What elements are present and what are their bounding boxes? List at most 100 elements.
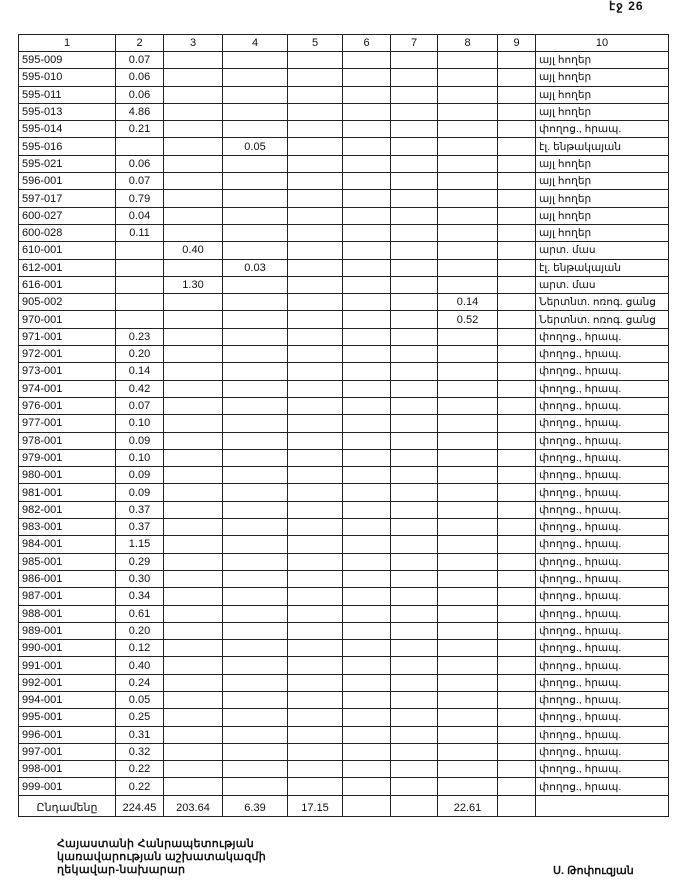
area-value: [222, 379, 288, 398]
area-value: [342, 500, 391, 520]
column-header: 10: [535, 34, 669, 52]
area-value: [163, 206, 223, 225]
table-row: 595-011 0.06 այլ հողեր: [18, 85, 669, 104]
area-value: [222, 189, 288, 208]
area-value: [222, 310, 288, 329]
land-purpose: փողոց., հրապ.: [535, 621, 669, 641]
area-value: [287, 293, 343, 312]
area-value: [287, 137, 343, 156]
land-purpose: փողոց., հրապ.: [535, 120, 669, 139]
parcel-id: 995-001: [18, 708, 116, 727]
parcel-id: 997-001: [18, 742, 116, 762]
area-value: [222, 639, 288, 658]
area-value: [342, 673, 391, 692]
area-value: [390, 604, 438, 623]
area-value: [222, 120, 288, 139]
area-value: [287, 189, 343, 208]
area-value: [342, 448, 391, 468]
area-value: [163, 345, 223, 364]
area-value: [497, 483, 536, 502]
area-value: [222, 500, 288, 520]
area-value: [222, 604, 288, 623]
area-value: [115, 275, 164, 295]
area-value: [287, 379, 343, 398]
parcel-id: 984-001: [18, 535, 116, 554]
area-value: 0.14: [437, 293, 498, 312]
column-header: 2: [115, 34, 164, 52]
land-purpose: այլ հողեր: [535, 102, 669, 122]
parcel-id: 999-001: [18, 777, 116, 796]
area-value: [287, 483, 343, 502]
area-value: [163, 431, 223, 450]
table-row: 610-001 0.40 արտ. մաս: [18, 241, 669, 260]
area-value: 0.09: [115, 483, 164, 502]
area-value: [497, 656, 536, 675]
area-value: [437, 725, 498, 744]
area-value: 0.06: [115, 154, 164, 174]
area-value: [342, 552, 391, 571]
area-value: [222, 206, 288, 225]
area-value: [163, 68, 223, 87]
area-value: [390, 362, 438, 381]
area-value: [437, 379, 498, 398]
area-value: [497, 310, 536, 329]
parcel-id: 988-001: [18, 604, 116, 623]
column-header: 7: [390, 34, 438, 52]
area-value: [437, 258, 498, 277]
area-value: [163, 587, 223, 606]
area-value: [390, 466, 438, 485]
area-value: [163, 518, 223, 537]
parcel-id: 981-001: [18, 483, 116, 502]
area-value: [287, 500, 343, 520]
area-value: 0.04: [115, 206, 164, 225]
parcel-id: 992-001: [18, 673, 116, 692]
area-value: [437, 777, 498, 796]
table-row: 595-009 0.07 այլ հողեր: [18, 50, 669, 70]
area-value: [390, 431, 438, 450]
area-value: 0.22: [115, 760, 164, 779]
area-value: [497, 223, 536, 243]
area-value: [342, 154, 391, 174]
area-value: [287, 258, 343, 277]
area-value: [287, 760, 343, 779]
table-row: 998-001 0.22 փողոց., հրապ.: [18, 760, 669, 779]
parcel-id: 996-001: [18, 725, 116, 744]
area-value: [287, 569, 343, 589]
total-row: Ընդամենը 224.45 203.64 6.39 17.15 22.61: [18, 794, 669, 817]
area-value: [342, 690, 391, 710]
area-value: [437, 448, 498, 468]
land-purpose: փողոց., հրապ.: [535, 483, 669, 502]
column-header: 8: [437, 34, 498, 52]
area-value: [437, 500, 498, 520]
area-value: [497, 639, 536, 658]
area-value: [222, 760, 288, 779]
area-value: 0.03: [222, 258, 288, 277]
area-value: [342, 50, 391, 70]
area-value: [163, 448, 223, 468]
area-value: [497, 604, 536, 623]
table-row: 616-001 1.30 արտ. մաս: [18, 275, 669, 295]
area-value: [390, 569, 438, 589]
land-purpose: փողոց., հրապ.: [535, 760, 669, 779]
area-value: [437, 569, 498, 589]
area-value: [390, 293, 438, 312]
parcel-id: 991-001: [18, 656, 116, 675]
area-value: [287, 154, 343, 174]
area-value: [497, 725, 536, 744]
area-value: [163, 760, 223, 779]
area-value: [115, 137, 164, 156]
area-value: [390, 396, 438, 416]
area-value: [222, 223, 288, 243]
table-row: 595-016 0.05 էլ. ենթակայան: [18, 137, 669, 156]
column-header: 4: [222, 34, 288, 52]
area-value: [163, 85, 223, 104]
area-value: [437, 327, 498, 347]
area-value: [342, 206, 391, 225]
area-value: [497, 569, 536, 589]
table-row: 596-001 0.07 այլ հողեր: [18, 172, 669, 191]
area-value: [342, 327, 391, 347]
area-value: [287, 431, 343, 450]
area-value: [497, 587, 536, 606]
area-value: [287, 725, 343, 744]
area-value: [437, 172, 498, 191]
